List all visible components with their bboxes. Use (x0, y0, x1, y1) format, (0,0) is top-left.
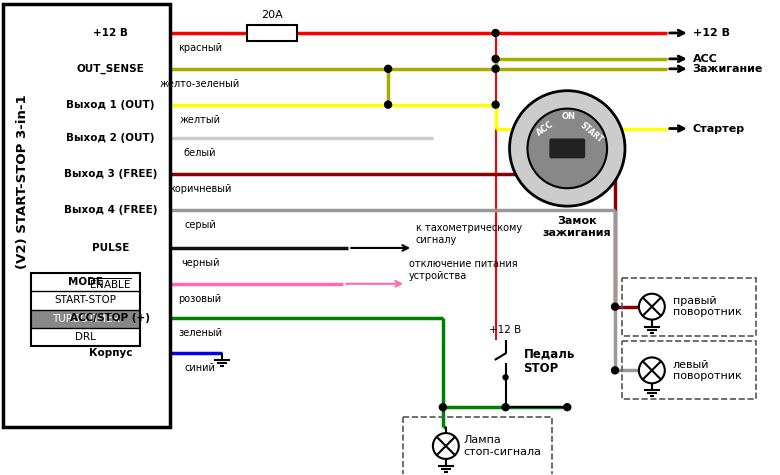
Text: Корпус: Корпус (89, 349, 133, 359)
Text: отключение питания
устройства: отключение питания устройства (409, 259, 518, 281)
Text: черный: черный (181, 258, 219, 268)
Bar (31, 310, 140, 328)
Text: Стартер: Стартер (693, 124, 745, 133)
Circle shape (527, 109, 607, 188)
Bar (31, 273, 140, 346)
Text: ON: ON (562, 112, 576, 121)
Text: серый: серый (184, 220, 216, 230)
Text: OUT_SENSE: OUT_SENSE (76, 64, 144, 74)
Text: красный: красный (178, 43, 222, 53)
Text: белый: белый (184, 148, 216, 159)
Text: Лампа
стоп-сигнала: Лампа стоп-сигнала (464, 435, 542, 457)
Text: желто-зеленый: желто-зеленый (160, 79, 240, 89)
Text: +12 В: +12 В (93, 28, 128, 38)
Text: START-STOP: START-STOP (55, 295, 116, 305)
Bar (246, 25, 296, 41)
Circle shape (492, 101, 499, 108)
Circle shape (502, 404, 509, 411)
Text: MODE: MODE (68, 277, 103, 287)
Text: Выход 2 (OUT): Выход 2 (OUT) (66, 133, 154, 143)
Text: желтый: желтый (179, 114, 221, 124)
Text: Выход 4 (FREE): Выход 4 (FREE) (64, 205, 158, 215)
Circle shape (385, 101, 392, 108)
Text: $\overline{\rm ENABLE}$: $\overline{\rm ENABLE}$ (89, 276, 132, 291)
Text: розовый: розовый (179, 294, 222, 304)
Text: правый
поворотник: правый поворотник (673, 296, 742, 317)
Text: 20A: 20A (261, 10, 282, 20)
Text: зеленый: зеленый (178, 328, 222, 338)
Bar (622, 342, 757, 399)
FancyBboxPatch shape (549, 139, 585, 158)
Text: синий: синий (185, 363, 215, 373)
Circle shape (564, 404, 571, 411)
Text: Выход 1 (OUT): Выход 1 (OUT) (66, 100, 154, 110)
Text: PULSE: PULSE (92, 243, 129, 253)
Circle shape (492, 56, 499, 62)
Text: к тахометрическому
сигналу: к тахометрическому сигналу (416, 223, 522, 245)
Circle shape (509, 91, 625, 206)
Text: START: START (578, 121, 604, 144)
Text: DRL: DRL (75, 332, 96, 342)
Text: ACC: ACC (693, 54, 718, 64)
Text: ACC/STOP (+): ACC/STOP (+) (70, 313, 151, 323)
Circle shape (385, 66, 392, 72)
Text: левый
поворотник: левый поворотник (673, 360, 742, 381)
Text: TURBOTIMER: TURBOTIMER (51, 314, 119, 324)
Circle shape (439, 404, 446, 411)
Text: Замок
зажигания: Замок зажигания (543, 216, 612, 238)
Bar (3, 4, 170, 427)
Text: Зажигание: Зажигание (693, 64, 763, 74)
Text: +12 B: +12 B (489, 324, 522, 334)
Circle shape (503, 375, 508, 380)
Bar (622, 278, 757, 335)
Text: Выход 3 (FREE): Выход 3 (FREE) (64, 169, 157, 179)
Circle shape (492, 29, 499, 37)
Text: ACC: ACC (535, 119, 555, 138)
Text: Педаль
STOP: Педаль STOP (523, 347, 575, 375)
Text: коричневый: коричневый (168, 184, 231, 194)
Bar (403, 417, 552, 475)
Circle shape (612, 367, 619, 374)
Text: (V2) START-STOP 3-in-1: (V2) START-STOP 3-in-1 (16, 95, 30, 269)
Circle shape (492, 66, 499, 72)
Text: +12 В: +12 В (693, 28, 729, 38)
Circle shape (612, 303, 619, 310)
